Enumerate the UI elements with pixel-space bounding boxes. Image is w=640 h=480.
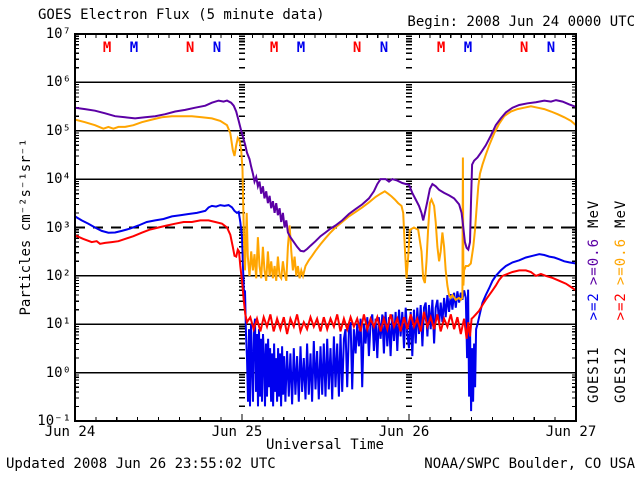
legend-satellite-name: GOES12: [613, 346, 629, 403]
chart-title: GOES Electron Flux (5 minute data): [38, 7, 325, 23]
legend-column-goes11: GOES11 >=2 >=0.6 MeV: [586, 200, 603, 403]
local-noon-marker: N: [212, 40, 222, 56]
x-tick-label: Jun 27: [545, 424, 597, 440]
legend-column-goes12: GOES12 >=2 >=0.6 MeV: [613, 200, 630, 403]
legend-energy-06mev: >=0.6: [613, 237, 629, 286]
series-goes11-2-mev: [75, 204, 576, 412]
local-midnight-marker: M: [436, 40, 446, 56]
y-tick-label: 10⁴: [45, 171, 71, 188]
y-tick-label: 10¹: [45, 316, 71, 333]
y-tick-label: 10⁷: [45, 26, 71, 42]
local-midnight-marker: M: [269, 40, 279, 56]
y-tick-label: 10⁻¹: [37, 413, 71, 429]
local-noon-marker: N: [379, 40, 389, 56]
local-midnight-marker: M: [102, 40, 112, 56]
local-midnight-marker: M: [296, 40, 306, 56]
updated-timestamp: Updated 2008 Jun 26 23:55:02 UTC: [6, 456, 276, 472]
local-noon-marker: N: [185, 40, 195, 56]
begin-time-label: Begin: 2008 Jun 24 0000 UTC: [407, 14, 635, 30]
x-tick-label: Jun 26: [378, 424, 430, 440]
local-midnight-marker: M: [463, 40, 473, 56]
x-tick-label: Jun 24: [44, 424, 96, 440]
series-goes12-2-mev: [75, 219, 576, 339]
y-tick-label: 10⁰: [45, 364, 71, 381]
x-tick-label: Jun 25: [211, 424, 263, 440]
credit-label: NOAA/SWPC Boulder, CO USA: [424, 456, 635, 472]
legend-energy-2mev: >=2: [586, 292, 602, 321]
local-midnight-marker: M: [129, 40, 139, 56]
legend-energy-2mev: >=2: [613, 292, 629, 321]
y-tick-label: 10⁵: [45, 122, 71, 139]
local-noon-marker: N: [546, 40, 556, 56]
legend-satellite-name: GOES11: [586, 346, 602, 403]
local-noon-marker: N: [352, 40, 362, 56]
y-tick-label: 10⁶: [45, 74, 71, 91]
y-tick-label: 10³: [45, 219, 71, 236]
legend-unit: MeV: [613, 199, 629, 228]
local-noon-marker: N: [519, 40, 529, 56]
series-goes12-0-6-mev: [75, 105, 576, 302]
legend-energy-06mev: >=0.6: [586, 237, 602, 286]
legend-unit: MeV: [586, 199, 602, 228]
y-tick-label: 10²: [45, 267, 71, 284]
plot-frame: [74, 33, 577, 422]
x-axis-label: Universal Time: [265, 437, 384, 453]
series-goes11-0-6-mev: [75, 99, 576, 253]
